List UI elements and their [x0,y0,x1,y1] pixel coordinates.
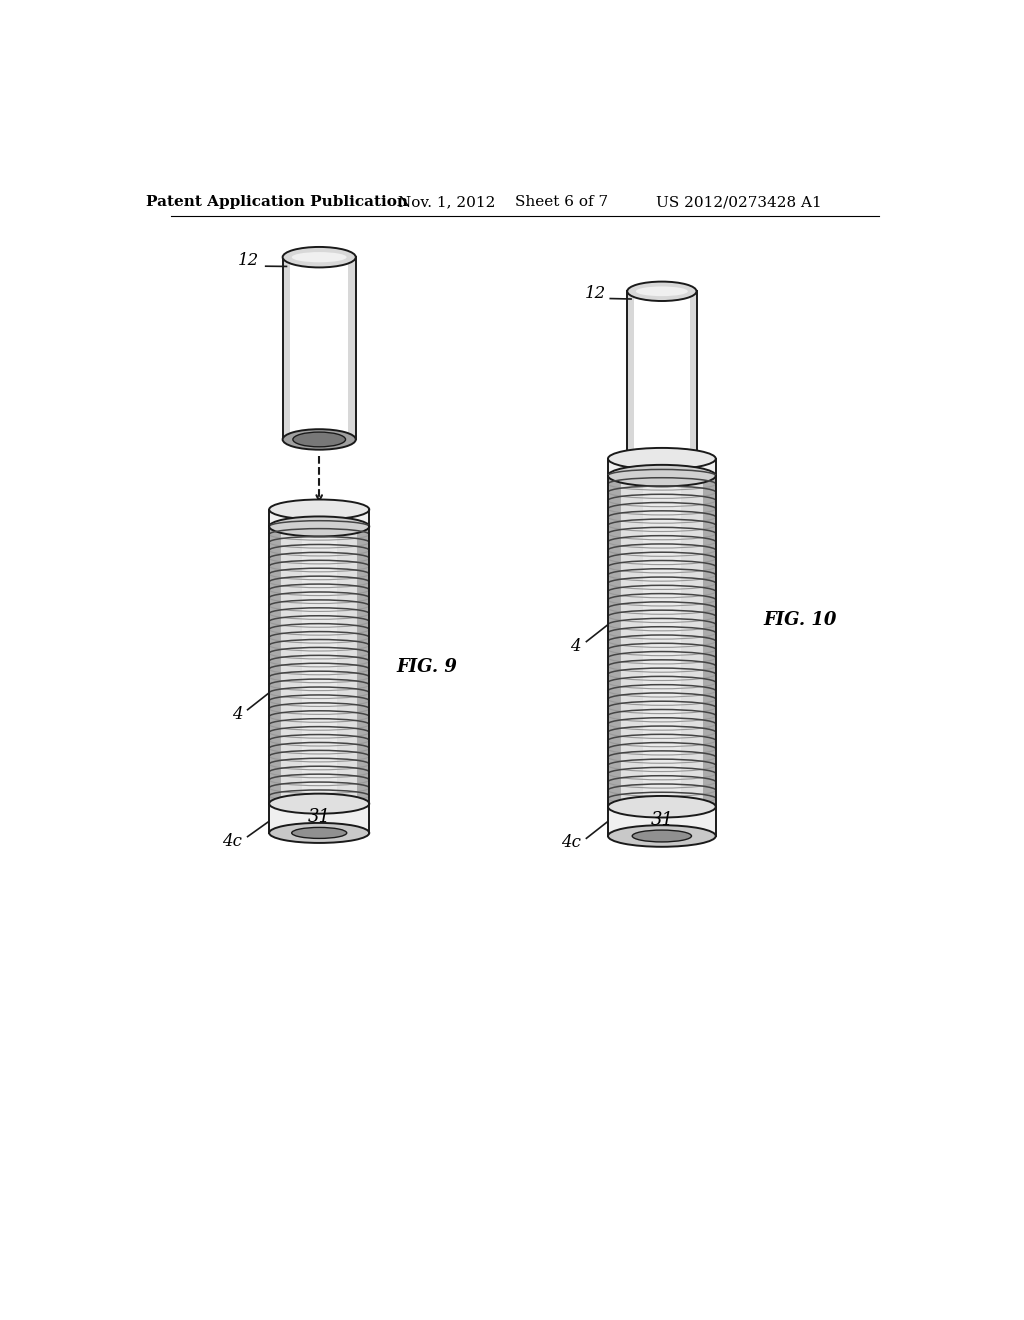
Ellipse shape [636,286,688,296]
Ellipse shape [269,793,370,813]
Text: Nov. 1, 2012: Nov. 1, 2012 [397,195,495,210]
Text: 31: 31 [307,808,331,826]
Text: 12: 12 [239,252,259,269]
Polygon shape [269,527,370,804]
Ellipse shape [628,281,696,301]
Text: FIG. 10: FIG. 10 [764,611,838,630]
Text: Patent Application Publication: Patent Application Publication [145,195,408,210]
Polygon shape [269,527,282,804]
Ellipse shape [283,429,355,450]
Ellipse shape [608,825,716,847]
Ellipse shape [608,796,716,817]
Ellipse shape [283,247,355,268]
Polygon shape [269,510,370,527]
Polygon shape [702,475,716,807]
Text: 4: 4 [231,706,243,723]
Ellipse shape [292,828,347,838]
Polygon shape [608,807,716,836]
Ellipse shape [269,499,370,520]
Text: 4: 4 [570,638,581,655]
Ellipse shape [269,516,370,536]
Polygon shape [643,475,681,807]
Text: 4c: 4c [222,833,243,850]
Text: 31: 31 [650,810,674,829]
Text: Sheet 6 of 7: Sheet 6 of 7 [515,195,608,210]
Text: FIG. 9: FIG. 9 [396,657,458,676]
Ellipse shape [292,252,347,263]
Polygon shape [283,257,355,440]
Polygon shape [628,292,634,483]
Text: 12: 12 [585,285,605,302]
Polygon shape [628,292,696,483]
Ellipse shape [269,822,370,843]
Text: 4c: 4c [561,834,581,851]
Polygon shape [608,475,716,807]
Ellipse shape [293,432,345,447]
Polygon shape [302,527,337,804]
Text: US 2012/0273428 A1: US 2012/0273428 A1 [656,195,821,210]
Polygon shape [357,527,370,804]
Ellipse shape [608,447,716,470]
Polygon shape [608,459,716,475]
Polygon shape [283,257,290,440]
Polygon shape [689,292,696,483]
Ellipse shape [608,465,716,487]
Polygon shape [608,475,621,807]
Ellipse shape [632,830,691,842]
Polygon shape [348,257,355,440]
Polygon shape [269,804,370,833]
